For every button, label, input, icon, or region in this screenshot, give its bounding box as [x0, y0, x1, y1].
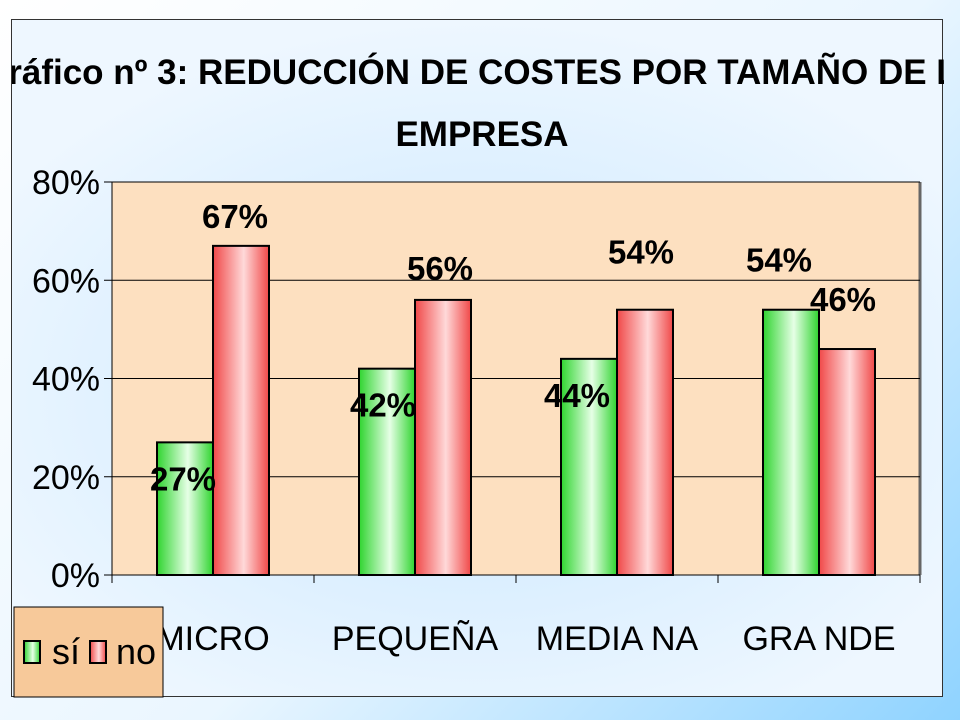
legend-label: sí: [52, 631, 80, 672]
data-label: 44%: [544, 377, 610, 414]
bar-si-2: [358, 367, 416, 576]
legend-swatch: [23, 640, 41, 664]
chart-title-line-1: Gráfico nº 3: REDUCCIÓN DE COSTES POR TA…: [12, 52, 944, 92]
data-label: 54%: [746, 242, 812, 279]
legend-label: no: [116, 631, 156, 672]
legend-swatch: [89, 640, 107, 664]
data-label: 46%: [810, 281, 876, 318]
bar-no-3: [616, 308, 674, 576]
data-label: 42%: [350, 387, 416, 424]
bar-si-4: [762, 308, 820, 576]
category-label: GRA NDE: [742, 620, 895, 658]
data-label: 54%: [608, 234, 674, 271]
bar-no-1: [212, 244, 270, 577]
y-tick-label: 80%: [32, 164, 100, 202]
y-tick-label: 0%: [51, 557, 100, 595]
chart-title-line-2: EMPRESA: [395, 115, 568, 154]
bars-group: [156, 244, 876, 577]
bar-si-3: [560, 357, 618, 576]
category-label: MEDIA NA: [536, 620, 699, 658]
y-tick-label: 60%: [32, 262, 100, 300]
category-label: MICRO: [156, 620, 269, 658]
category-label: PEQUEÑA: [332, 620, 499, 658]
y-tick-label: 20%: [32, 459, 100, 497]
y-axis-ticks: 0% 20% 40% 60% 80%: [32, 164, 112, 595]
bar-chart: Gráfico nº 3: REDUCCIÓN DE COSTES POR TA…: [12, 52, 944, 698]
bar-no-4: [818, 348, 876, 576]
chart-frame: Gráfico nº 3: REDUCCIÓN DE COSTES POR TA…: [11, 19, 944, 698]
data-label: 67%: [202, 198, 268, 235]
data-label: 56%: [407, 250, 473, 287]
data-labels: 27%67%42%56%44%54% 54%46%: [150, 198, 876, 497]
legend: sí no: [23, 631, 156, 672]
x-axis: MICRO PEQUEÑA MEDIA NA GRA NDE: [111, 182, 921, 658]
y-tick-label: 40%: [32, 361, 100, 399]
data-label: 27%: [150, 460, 216, 497]
bar-no-2: [414, 298, 472, 576]
